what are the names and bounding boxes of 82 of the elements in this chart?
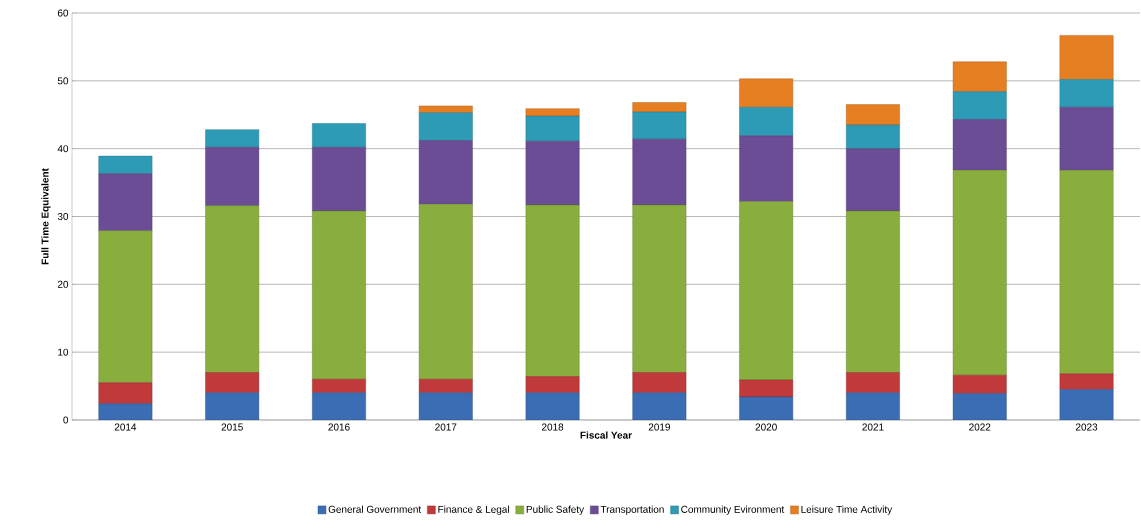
- legend-label: Transportation: [600, 505, 664, 515]
- legend-label: Public Safety: [526, 505, 585, 515]
- bar: [525, 108, 580, 117]
- x-tick-label: 2020: [755, 423, 777, 431]
- bar: [1059, 170, 1114, 375]
- bar: [846, 124, 900, 149]
- x-tick-label: 2017: [435, 423, 457, 431]
- x-tick-label: 2021: [862, 423, 884, 431]
- bar: [952, 61, 1007, 92]
- bar: [525, 392, 580, 420]
- legend-label: Community Evironment: [681, 505, 785, 515]
- bar: [1059, 35, 1114, 80]
- bar: [98, 403, 153, 420]
- bar: [952, 91, 1007, 120]
- bar: [205, 147, 260, 206]
- y-tick-label: 40: [57, 145, 69, 153]
- bar: [205, 205, 260, 373]
- y-tick-label: 60: [57, 9, 69, 17]
- bar: [525, 141, 580, 206]
- bar: [739, 107, 794, 136]
- bar: [952, 170, 1007, 376]
- y-tick-label: 0: [63, 416, 69, 424]
- x-tick-label: 2022: [969, 423, 991, 431]
- x-axis-title: Fiscal Year: [580, 431, 632, 439]
- x-tick-label: 2015: [221, 423, 243, 431]
- bar: [846, 148, 900, 212]
- bar: [952, 119, 1007, 171]
- bar: [739, 396, 794, 420]
- bar: [846, 372, 900, 394]
- bar: [525, 204, 580, 377]
- bar: [1059, 373, 1114, 390]
- bar: [418, 140, 473, 205]
- bar: [98, 173, 153, 231]
- x-tick-label: 2019: [648, 423, 670, 431]
- bar: [418, 392, 473, 420]
- bar: [632, 138, 687, 206]
- bar: [205, 129, 260, 148]
- bar: [312, 147, 366, 212]
- bar: [846, 392, 900, 420]
- bar: [525, 376, 580, 394]
- bar: [632, 392, 687, 420]
- bar: [1059, 389, 1114, 420]
- y-tick-label: 30: [57, 212, 69, 221]
- bar: [739, 135, 794, 202]
- bar: [312, 210, 366, 380]
- bar: [632, 111, 687, 140]
- bar: [632, 204, 687, 373]
- x-tick-label: 2023: [1075, 423, 1098, 431]
- y-tick-label: 50: [57, 77, 69, 85]
- bar: [952, 375, 1007, 394]
- bar: [846, 210, 900, 373]
- y-tick-label: 20: [57, 280, 69, 288]
- bar: [312, 379, 366, 394]
- y-tick-label: 10: [58, 348, 69, 356]
- bar: [418, 204, 473, 380]
- x-tick-label: 2014: [114, 423, 137, 431]
- y-axis-title: Full Time Equivalent: [41, 168, 51, 265]
- bar: [312, 392, 366, 420]
- bar: [418, 105, 473, 113]
- bar: [205, 372, 260, 394]
- legend-label: Finance & Legal: [438, 505, 509, 515]
- x-tick-label: 2018: [542, 423, 564, 431]
- bar: [739, 379, 794, 398]
- legend-label: General Government: [328, 505, 422, 513]
- bar: [98, 155, 153, 174]
- bar: [846, 104, 900, 126]
- bar: [98, 382, 153, 404]
- legend-label: Leisure Time Activity: [801, 505, 893, 515]
- x-tick-label: 2016: [328, 423, 350, 431]
- bar: [952, 393, 1007, 420]
- bar: [418, 112, 473, 141]
- bar: [205, 392, 260, 420]
- bar: [632, 372, 687, 394]
- bar: [525, 115, 580, 142]
- bar: [418, 379, 473, 394]
- bar: [632, 102, 687, 113]
- bar: [739, 78, 794, 108]
- bar: [1059, 79, 1114, 108]
- bar: [98, 230, 153, 383]
- bar: [1059, 107, 1114, 171]
- bar: [739, 201, 794, 381]
- bar: [312, 123, 366, 148]
